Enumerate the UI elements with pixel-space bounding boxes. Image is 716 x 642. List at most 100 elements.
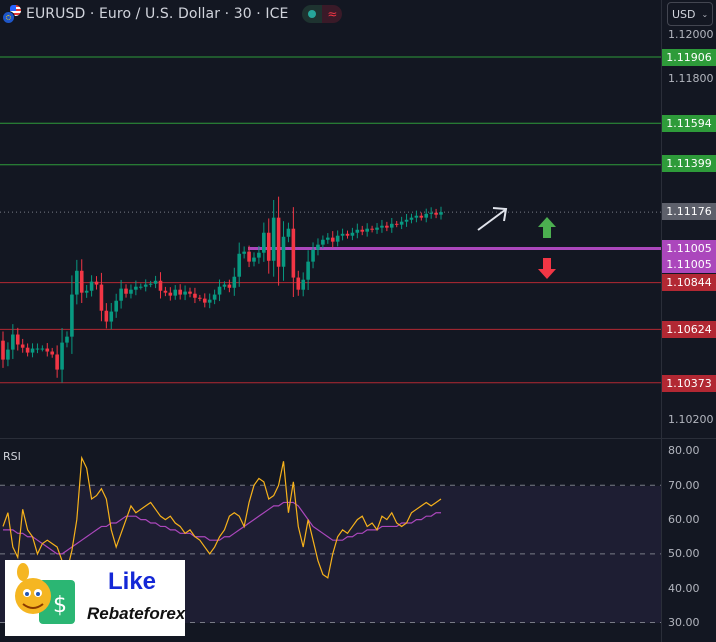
- pivot-tag: 1.11005: [662, 240, 716, 257]
- candle: [11, 324, 15, 359]
- candle: [266, 218, 271, 274]
- candle: [316, 238, 320, 256]
- candle: [124, 284, 128, 298]
- rsi-tick: 30.00: [668, 616, 700, 629]
- candle: [75, 259, 79, 305]
- logo-rebateforex-text: Rebateforex: [87, 604, 186, 623]
- candle: [360, 225, 365, 236]
- candle: [217, 279, 222, 302]
- candle: [375, 223, 379, 234]
- candle-body: [404, 219, 409, 222]
- candle: [414, 210, 419, 223]
- candle-body: [138, 286, 143, 288]
- logo-like-text: Like: [108, 568, 157, 595]
- status-pill[interactable]: ≈: [302, 5, 343, 23]
- candle-body: [271, 217, 276, 261]
- candle: [60, 328, 64, 383]
- candle: [84, 284, 89, 298]
- candle-body: [296, 277, 301, 290]
- rsi-tick: 40.00: [668, 582, 700, 595]
- price-tick: 1.12000: [668, 28, 714, 41]
- candle-body: [65, 336, 69, 343]
- candle-body: [355, 229, 360, 233]
- candle: [20, 338, 25, 353]
- currency-label: USD: [672, 7, 696, 21]
- candle-body: [340, 233, 345, 236]
- candle: [296, 270, 301, 296]
- candle: [365, 223, 369, 237]
- candle: [389, 218, 394, 233]
- candle: [424, 208, 429, 223]
- candle-body: [247, 251, 251, 262]
- svg-text:$: $: [53, 593, 67, 618]
- candle-body: [207, 299, 212, 303]
- symbol-title[interactable]: EURUSD · Euro / U.S. Dollar · 30 · ICE: [26, 6, 289, 22]
- data-delay-icon[interactable]: ≈: [322, 5, 343, 23]
- candle-body: [70, 294, 74, 337]
- candle-body: [414, 215, 419, 218]
- candle-body: [6, 349, 10, 360]
- candle-body: [124, 288, 128, 294]
- candle-body: [399, 221, 404, 225]
- candle-body: [35, 348, 40, 350]
- level-tag-support: 1.10844: [662, 274, 716, 291]
- candle-body: [424, 213, 429, 218]
- candle-body: [212, 294, 217, 300]
- candle-body: [50, 351, 55, 355]
- candle-body: [237, 253, 242, 277]
- candle: [158, 272, 163, 299]
- candle-body: [40, 348, 45, 350]
- candle: [257, 245, 261, 264]
- candle-body: [301, 279, 306, 290]
- rsi-tick: 80.00: [668, 444, 700, 457]
- candle-body: [409, 217, 414, 220]
- candle-body: [173, 289, 178, 296]
- candle-body: [419, 215, 424, 218]
- candle: [138, 283, 143, 290]
- rebateforex-logo: $ Like Rebateforex: [5, 560, 185, 636]
- candle-body: [262, 232, 266, 253]
- market-open-dot-icon[interactable]: [302, 5, 323, 23]
- candle: [148, 280, 153, 288]
- candle: [252, 252, 256, 267]
- candle-body: [143, 284, 148, 287]
- rsi-ma-line: [3, 501, 441, 555]
- candle-body: [389, 223, 394, 228]
- candle-body: [439, 212, 443, 215]
- price-axis-border: [661, 0, 662, 642]
- price-tick: 1.10200: [668, 413, 714, 426]
- candle: [207, 293, 212, 309]
- candle: [222, 281, 227, 290]
- candle-body: [89, 281, 94, 291]
- candle-body: [193, 293, 197, 298]
- candle-body: [370, 228, 374, 230]
- chart-header: EURUSD · Euro / U.S. Dollar · 30 · ICE ≈: [0, 0, 343, 28]
- candle-body: [281, 236, 286, 267]
- candle-body: [109, 311, 114, 322]
- candle: [301, 272, 306, 297]
- candle: [345, 230, 350, 239]
- trend-up-arrow-icon: [477, 207, 508, 231]
- candle: [340, 228, 345, 241]
- candle: [330, 231, 335, 248]
- candle: [6, 342, 10, 367]
- candle: [168, 287, 173, 301]
- candle: [183, 285, 187, 301]
- candle: [40, 345, 45, 352]
- candle: [311, 242, 315, 269]
- candle-body: [291, 228, 296, 278]
- candle: [94, 276, 99, 290]
- candle-body: [375, 227, 379, 230]
- candle-body: [129, 289, 133, 294]
- candle-body: [84, 290, 89, 293]
- candle: [434, 208, 438, 219]
- candle: [409, 213, 414, 224]
- candle-body: [99, 284, 104, 311]
- rsi-title[interactable]: RSI: [3, 450, 21, 463]
- pane-divider[interactable]: [0, 438, 716, 439]
- candle-body: [380, 225, 384, 228]
- candle: [193, 287, 197, 304]
- currency-dropdown[interactable]: USD ⌄: [667, 2, 713, 26]
- candle: [109, 302, 114, 330]
